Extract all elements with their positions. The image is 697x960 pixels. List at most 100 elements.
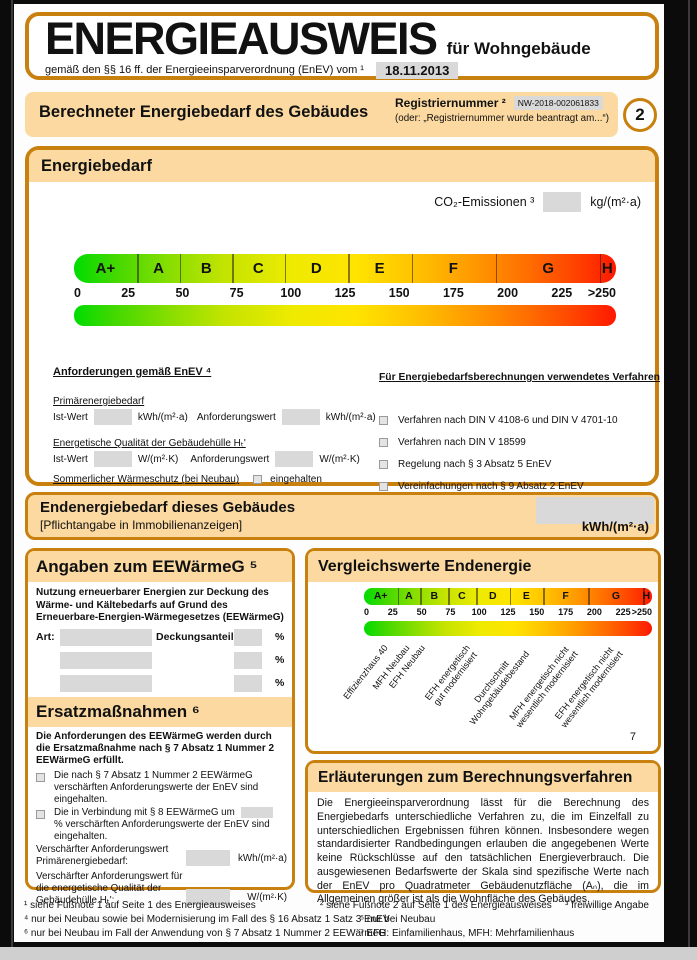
scale-letter: A (153, 260, 164, 277)
co2-value-field (543, 192, 582, 212)
scale-letter: H (601, 260, 613, 277)
scale-letter: C (458, 590, 466, 602)
energy-scale-tick-row: 0 25 50 75 100 125 150 175 200 225 >250 (74, 286, 616, 301)
vergleichswerte-header: Vergleichswerte Endenergie (308, 551, 658, 582)
footnote: ¹ siehe Fußnote 1 auf Seite 1 des Energi… (24, 900, 256, 911)
art-field (60, 652, 152, 669)
anforderungswert-label: Anforderungswert (190, 453, 270, 465)
erlaeuterungen-header: Erläuterungen zum Berechnungsverfahren (308, 763, 658, 792)
verschaerft-primaer-label: Verschärfter Anforderungswert Primärener… (36, 844, 169, 867)
eewaermeg-title: Angaben zum EEWärmeG ⁵ (36, 557, 258, 576)
scale-tick: 125 (500, 607, 516, 617)
footnote: ⁵ nur bei Neubau (360, 914, 436, 925)
endenergie-box: Endenergiebedarf dieses Gebäudes [Pflich… (25, 492, 659, 540)
co2-label: CO₂-Emissionen ³ (434, 195, 535, 209)
scale-tick: 25 (387, 607, 398, 617)
erlaeuterungen-body: Die Energieeinsparverordnung lässt für d… (317, 797, 649, 906)
registration-alt-text: (oder: „Registriernummer wurde beantragt… (395, 113, 609, 124)
scale-tick: 100 (280, 286, 302, 300)
scale-tick: 75 (445, 607, 456, 617)
huelle-ist-field (93, 451, 132, 467)
compare-footnote-mark: 7 (629, 731, 636, 743)
section-title: Berechneter Energiebedarf des Gebäudes (39, 103, 369, 121)
energy-scale-letter-bar: A+ A B C D E F G H (74, 254, 616, 283)
endenergie-value-field (536, 497, 654, 524)
law-reference-text: gemäß den §§ 16 ff. der Energieeinsparve… (45, 64, 364, 76)
scale-letter: E (522, 590, 530, 602)
scale-tick: 225 (615, 607, 631, 617)
scale-tick: 150 (529, 607, 545, 617)
scale-separator (509, 588, 512, 605)
scale-separator (397, 588, 400, 605)
ersatz-check2-part2: % verschärften Anforderungswerte der EnE… (54, 819, 270, 842)
scale-tick: 200 (586, 607, 602, 617)
percent-sign: % (275, 654, 285, 666)
scale-separator (643, 588, 645, 605)
document-title: ENERGIEAUSWEIS (45, 13, 438, 64)
vergleichswerte-title: Vergleichswerte Endenergie (318, 558, 532, 575)
verfahren-checkbox (379, 460, 388, 469)
verfahren-checkbox (379, 482, 388, 491)
energiebedarf-box: Energiebedarf CO₂-Emissionen ³ kg/(m²·a)… (25, 146, 660, 492)
w-unit: W/(m²·K) (319, 453, 360, 465)
scale-tick: 25 (121, 286, 136, 300)
scale-letter: B (430, 590, 439, 602)
huelle-anforderung-field (275, 451, 314, 467)
scale-letter: B (200, 260, 212, 277)
energiebedarf-title: Energiebedarf (41, 157, 152, 175)
scale-separator (599, 254, 602, 283)
scale-letter: H (642, 590, 651, 602)
anforderungen-heading: Anforderungen gemäß EnEV ⁴ (53, 366, 212, 378)
scale-letter: C (252, 260, 264, 277)
deckungsanteil-field (234, 652, 262, 669)
scale-tick: 175 (558, 607, 574, 617)
scale-tick: 225 (551, 286, 573, 300)
deckungsanteil-field (234, 675, 262, 692)
verfahren-checkbox (379, 438, 388, 447)
kwh-unit: kWh/(m²·a) (137, 411, 188, 423)
scale-letter: E (374, 260, 385, 277)
eewaermeg-header: Angaben zum EEWärmeG ⁵ (28, 551, 292, 582)
eewaermeg-intro: Nutzung erneuerbarer Energien zur Deckun… (36, 587, 284, 623)
primaer-ist-field (93, 409, 132, 425)
scale-separator (179, 254, 182, 283)
scale-separator (495, 254, 498, 283)
scale-tick: 100 (471, 607, 487, 617)
energiebedarf-header: Energiebedarf (29, 150, 655, 182)
scale-tick: 50 (175, 286, 190, 300)
w-unit: W/(m²·K) (137, 453, 179, 465)
deckungsanteil-label: Deckungsanteil: (156, 631, 238, 643)
anforderungswert-label: Anforderungswert (196, 411, 276, 423)
ersatz-check2-field (240, 807, 273, 818)
ersatz-intro: Die Anforderungen des EEWärmeG werden du… (36, 731, 275, 767)
percent-sign: % (275, 677, 285, 689)
footnote: ³ freiwillige Angabe (565, 900, 649, 911)
ersatzmassnahmen-title: Ersatzmaßnahmen ⁶ (36, 702, 200, 721)
scale-separator (284, 254, 287, 283)
sommer-waermeschutz-label: Sommerlicher Wärmeschutz (bei Neubau) (53, 474, 240, 485)
art-field (60, 629, 152, 646)
scale-separator (348, 254, 350, 283)
footnote: ⁶ nur bei Neubau im Fall der Anwendung v… (24, 928, 387, 939)
scale-separator (588, 588, 590, 605)
photo-edge-line-left (11, 0, 13, 960)
page-number: 2 (635, 105, 645, 124)
eewaermeg-box: Angaben zum EEWärmeG ⁵ Nutzung erneuerba… (25, 548, 295, 906)
endenergie-subtitle: [Pflichtangabe in Immobilienanzeigen] (40, 518, 243, 532)
footnote: ² siehe Fußnote 2 auf Seite 1 des Energi… (320, 900, 552, 911)
verfahren-item-label: Regelung nach § 3 Absatz 5 EnEV (398, 459, 552, 470)
ist-wert-label: Ist-Wert (53, 453, 88, 465)
scale-letter: F (448, 260, 458, 277)
eingehalten-label: eingehalten (270, 474, 322, 485)
verfahren-item-label: Verfahren nach DIN V 18599 (398, 437, 526, 448)
ersatz-checkbox (36, 810, 45, 819)
scale-tick: 200 (497, 286, 519, 300)
scale-letter: F (562, 590, 569, 602)
scale-tick: 50 (416, 607, 427, 617)
ersatz-check2-part1: Die in Verbindung mit § 8 EEWärmeG um (54, 807, 235, 819)
scale-letter: D (310, 260, 322, 277)
scale-letter: G (611, 590, 621, 602)
art-field (60, 675, 152, 692)
compare-scale-tick-row: 0 25 50 75 100 125 150 175 200 225 >250 (364, 607, 652, 619)
primaerenergiebedarf-heading: Primärenergiebedarf (53, 396, 145, 407)
